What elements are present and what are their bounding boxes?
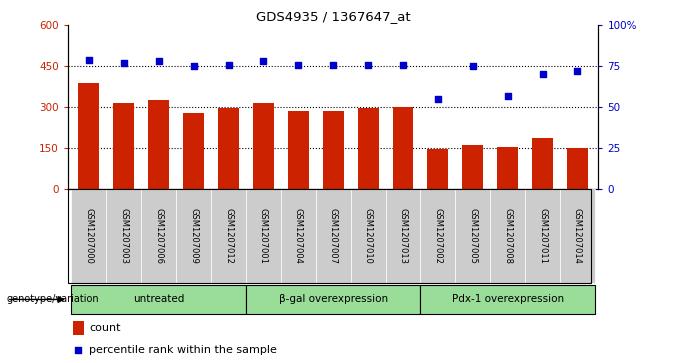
Bar	[392, 107, 413, 189]
Bar	[351, 189, 386, 283]
Bar	[358, 109, 379, 189]
Point	[503, 93, 513, 98]
Text: Pdx-1 overexpression: Pdx-1 overexpression	[452, 294, 564, 304]
Bar	[246, 285, 420, 314]
Bar	[288, 111, 309, 189]
Bar	[386, 189, 420, 283]
Text: GSM1207002: GSM1207002	[433, 208, 443, 264]
Point	[188, 63, 199, 69]
Bar	[420, 189, 456, 283]
Point	[258, 58, 269, 64]
Point	[223, 62, 234, 68]
Point	[362, 62, 373, 68]
Bar	[420, 285, 595, 314]
Point	[153, 58, 164, 64]
Text: untreated: untreated	[133, 294, 184, 304]
Bar	[78, 82, 99, 189]
Point	[118, 60, 129, 66]
Text: GSM1207010: GSM1207010	[364, 208, 373, 264]
Bar	[428, 149, 448, 189]
Bar	[323, 111, 343, 189]
Bar	[316, 189, 351, 283]
Text: GSM1207007: GSM1207007	[328, 208, 338, 264]
Text: percentile rank within the sample: percentile rank within the sample	[89, 345, 277, 355]
Bar	[462, 145, 483, 189]
Title: GDS4935 / 1367647_at: GDS4935 / 1367647_at	[256, 10, 411, 23]
Point	[467, 63, 478, 69]
Text: GSM1207009: GSM1207009	[189, 208, 198, 264]
Bar	[218, 109, 239, 189]
Bar	[148, 100, 169, 189]
Bar	[71, 189, 106, 283]
Bar	[114, 103, 134, 189]
Bar	[532, 138, 553, 189]
Point	[537, 72, 548, 77]
Text: GSM1207005: GSM1207005	[469, 208, 477, 264]
Point	[293, 62, 304, 68]
Bar	[106, 189, 141, 283]
Bar	[246, 189, 281, 283]
Bar	[490, 189, 525, 283]
Text: GSM1207008: GSM1207008	[503, 208, 512, 264]
Text: GSM1207006: GSM1207006	[154, 208, 163, 264]
Bar	[567, 148, 588, 189]
Bar	[253, 103, 274, 189]
Bar	[497, 147, 518, 189]
Text: count: count	[89, 323, 121, 333]
Bar	[560, 189, 595, 283]
Text: GSM1207014: GSM1207014	[573, 208, 582, 264]
Text: genotype/variation: genotype/variation	[7, 294, 99, 305]
Bar	[281, 189, 316, 283]
Point	[432, 96, 443, 102]
Bar	[183, 113, 204, 189]
Bar	[73, 322, 84, 335]
Bar	[141, 189, 176, 283]
Text: β-gal overexpression: β-gal overexpression	[279, 294, 388, 304]
Text: GSM1207001: GSM1207001	[259, 208, 268, 264]
Text: GSM1207012: GSM1207012	[224, 208, 233, 264]
Point	[73, 347, 84, 353]
Bar	[176, 189, 211, 283]
Text: GSM1207004: GSM1207004	[294, 208, 303, 264]
Bar	[71, 285, 246, 314]
Text: GSM1207000: GSM1207000	[84, 208, 93, 264]
Text: GSM1207013: GSM1207013	[398, 208, 407, 264]
Text: GSM1207003: GSM1207003	[119, 208, 129, 264]
Bar	[211, 189, 246, 283]
Bar	[525, 189, 560, 283]
Point	[328, 62, 339, 68]
Point	[398, 62, 409, 68]
Point	[84, 57, 95, 62]
Text: GSM1207011: GSM1207011	[538, 208, 547, 264]
Point	[572, 68, 583, 74]
Bar	[456, 189, 490, 283]
